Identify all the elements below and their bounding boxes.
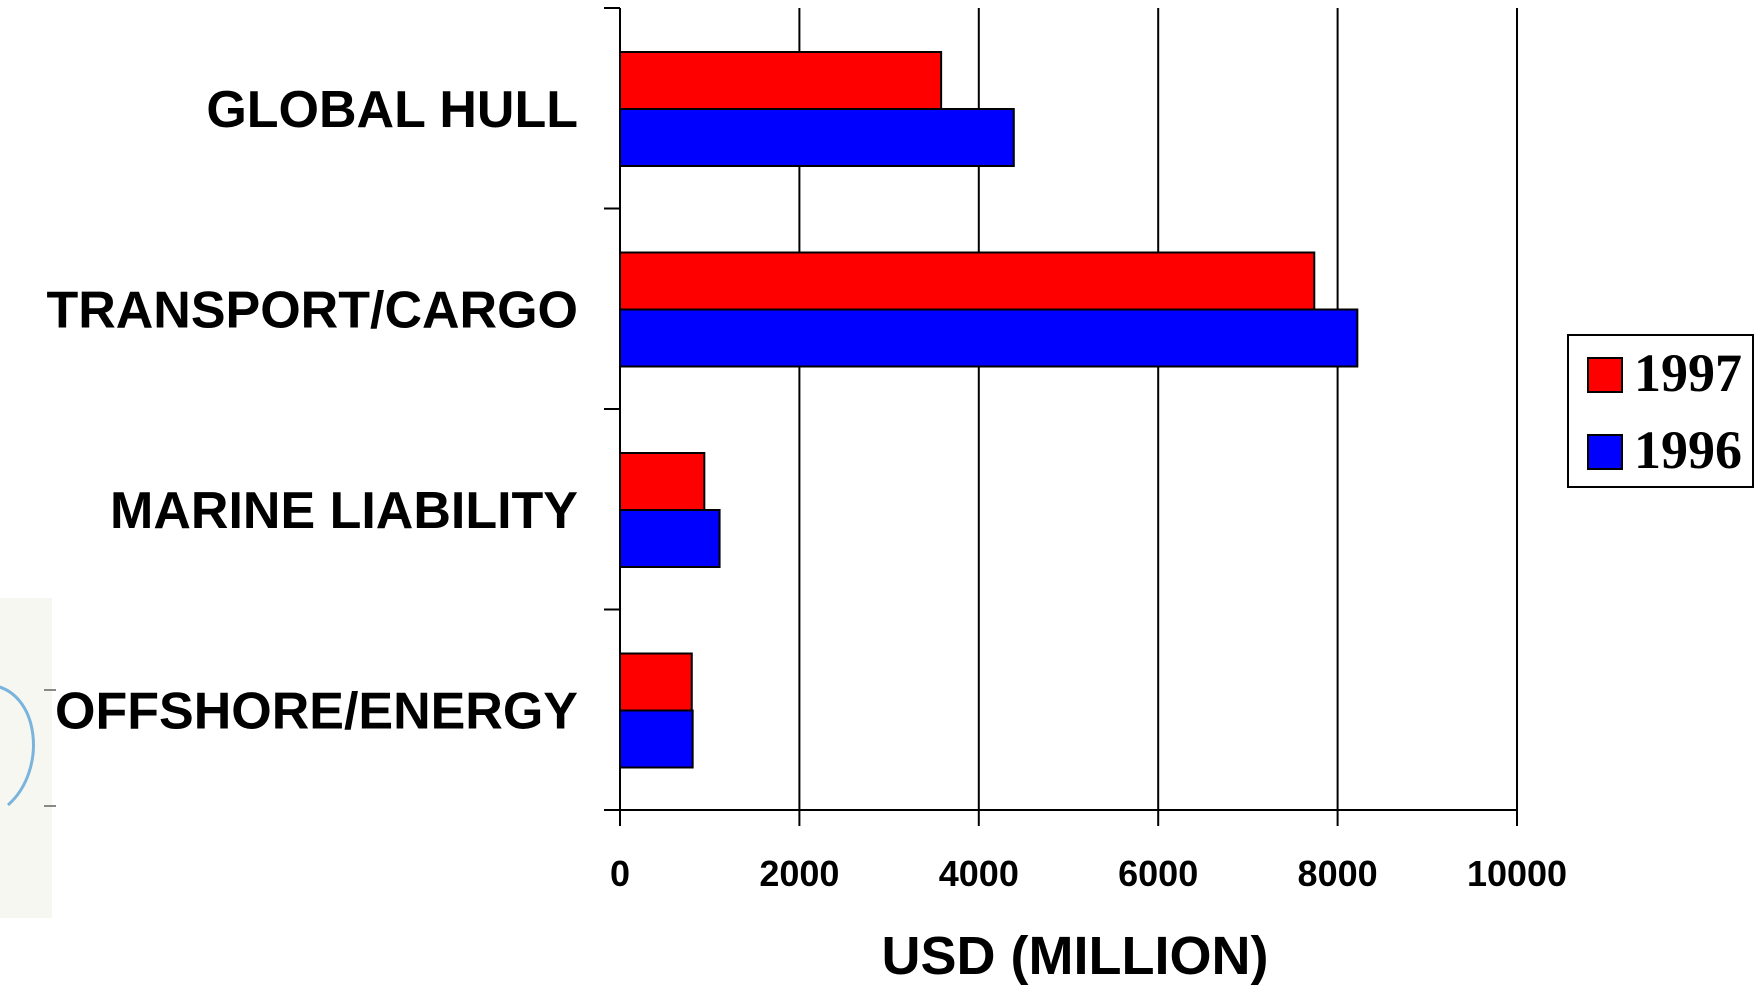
x-tick-label: 2000 (759, 853, 839, 894)
legend-label: 1996 (1634, 420, 1742, 480)
legend-swatch (1587, 357, 1623, 393)
axes (604, 7, 1518, 826)
legend-swatch (1587, 434, 1623, 470)
bar-1997-global-hull (619, 51, 943, 110)
x-tick-label: 4000 (939, 853, 1019, 894)
legend-label: 1997 (1634, 343, 1742, 403)
x-tick-labels: 0 2000 4000 6000 8000 10000 (610, 853, 1567, 894)
scan-fragment (0, 598, 56, 918)
x-tick-label: 6000 (1118, 853, 1198, 894)
scan-paper-fragment (0, 598, 52, 918)
legend-items: 1997 1996 (1587, 343, 1742, 480)
x-tick-label: 0 (610, 853, 630, 894)
x-axis-title: USD (MILLION) (882, 926, 1269, 986)
scan-stroke-fragment (0, 685, 35, 807)
x-tick-label: 8000 (1298, 853, 1378, 894)
category-labels: GLOBAL HULL TRANSPORT/CARGO MARINE LIABILI… (46, 81, 578, 741)
category-label: OFFSHORE/ENERGY (55, 683, 578, 741)
category-label: TRANSPORT/CARGO (46, 282, 578, 340)
bar-1997-marine-liability (619, 452, 706, 511)
category-label: GLOBAL HULL (206, 81, 578, 139)
bar-1996-marine-liability (619, 509, 721, 568)
bar-1997-transport-cargo (619, 251, 1316, 311)
bars (619, 51, 1359, 769)
x-tick-label: 10000 (1467, 853, 1567, 894)
legend: 1997 1996 (1567, 334, 1754, 488)
bar-1997-offshore-energy (619, 652, 693, 712)
bar-1996-offshore-energy (619, 709, 694, 769)
bar-1996-transport-cargo (619, 308, 1359, 368)
category-label: MARINE LIABILITY (110, 482, 578, 540)
bar-1996-global-hull (619, 108, 1015, 167)
